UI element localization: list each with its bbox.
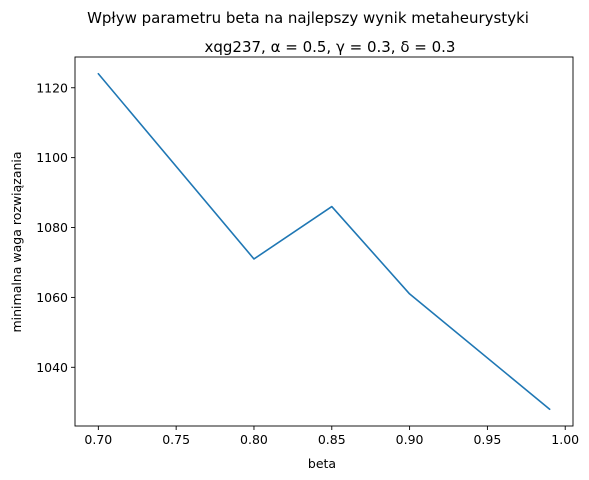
x-tick-label: 0.80 [240,432,268,447]
y-axis-label: minimalna waga rozwiązania [9,151,24,332]
x-tick-label: 0.90 [396,432,424,447]
x-tick-label: 0.85 [318,432,346,447]
plot-area: 0.70 0.75 0.80 0.85 0.90 0.95 1.00 1040 1060 1080… [36,56,579,447]
y-tick-label: 1120 [36,80,68,95]
x-tick-label: 1.00 [551,432,579,447]
y-tick-label: 1080 [36,220,68,235]
chart-title: xqg237, α = 0.5, γ = 0.3, δ = 0.3 [205,38,456,56]
x-tick-label: 0.75 [162,432,190,447]
y-tick-label: 1060 [36,290,68,305]
y-tick-label: 1040 [36,360,68,375]
series-line-0 [97,72,551,411]
axes-frame [74,56,574,427]
chart-suptitle: Wpływ parametru beta na najlepszy wynik … [87,9,529,27]
x-tick-label: 0.70 [84,432,112,447]
x-axis-label: beta [308,456,336,471]
y-tick-label: 1100 [36,150,68,165]
x-tick-label: 0.95 [473,432,501,447]
